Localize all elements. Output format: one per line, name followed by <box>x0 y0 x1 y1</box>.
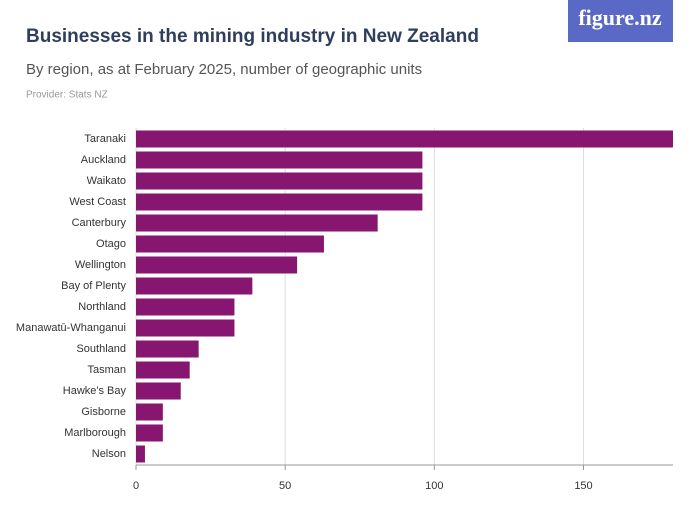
chart-subtitle: By region, as at February 2025, number o… <box>26 61 422 78</box>
y-tick-label: Otago <box>96 238 126 250</box>
x-tick-label: 0 <box>133 480 139 492</box>
bar <box>136 256 298 274</box>
y-tick-label: Gisborne <box>81 406 126 418</box>
bar <box>136 382 181 400</box>
bar <box>136 277 253 295</box>
y-tick-label: Taranaki <box>84 133 126 145</box>
y-tick-label: Wellington <box>75 259 126 271</box>
x-tick-label: 50 <box>279 480 291 492</box>
chart-title: Businesses in the mining industry in New… <box>26 26 479 47</box>
y-tick-label: Hawke's Bay <box>63 385 127 397</box>
y-tick-label: Southland <box>76 343 126 355</box>
y-tick-label: Northland <box>78 301 126 313</box>
bar <box>136 445 145 463</box>
y-tick-label: Waikato <box>87 175 126 187</box>
bar <box>136 235 324 253</box>
bar <box>136 298 235 316</box>
bar <box>136 151 423 169</box>
bar <box>136 130 673 148</box>
y-tick-label: Bay of Plenty <box>61 280 126 292</box>
y-tick-label: Auckland <box>81 154 126 166</box>
bar <box>136 193 423 211</box>
bar <box>136 319 235 337</box>
y-tick-label: Canterbury <box>72 217 127 229</box>
bar <box>136 403 163 421</box>
y-tick-label: Tasman <box>87 364 126 376</box>
bar <box>136 361 190 379</box>
x-tick-label: 100 <box>425 480 443 492</box>
y-tick-label: Nelson <box>92 448 126 460</box>
y-tick-label: Marlborough <box>64 427 126 439</box>
bar <box>136 340 199 358</box>
logo-box <box>568 0 673 42</box>
x-tick-label: 150 <box>574 480 592 492</box>
bar <box>136 424 163 442</box>
bar <box>136 214 378 232</box>
logo: figure.nz <box>578 5 662 30</box>
y-tick-label: Manawatū-Whanganui <box>16 322 126 334</box>
provider: Provider: Stats NZ <box>26 90 108 101</box>
bar <box>136 172 423 190</box>
y-tick-label: West Coast <box>69 196 126 208</box>
